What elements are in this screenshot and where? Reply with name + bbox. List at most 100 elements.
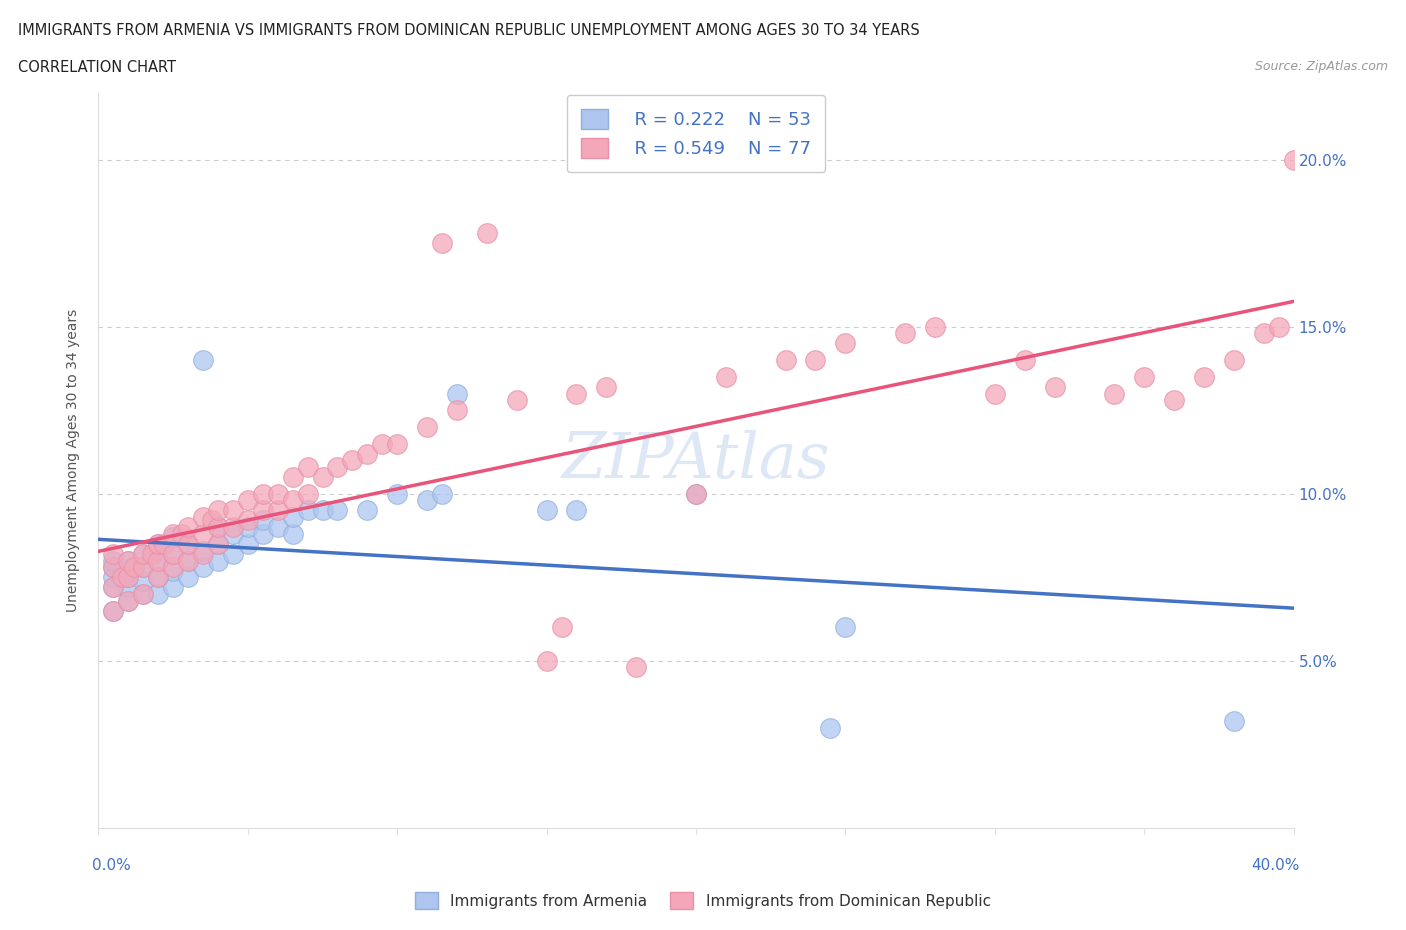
Point	[103, 560, 125, 575]
Point	[172, 526, 194, 541]
Point	[297, 486, 319, 501]
Point	[148, 570, 170, 585]
Point	[714, 369, 737, 384]
Point	[297, 459, 319, 474]
Point	[148, 587, 170, 602]
Point	[236, 537, 259, 551]
Point	[222, 520, 245, 535]
Point	[177, 537, 200, 551]
Point	[191, 543, 214, 558]
Point	[124, 560, 146, 575]
Point	[132, 547, 155, 562]
Point	[201, 513, 224, 528]
Point	[191, 510, 214, 525]
Point	[356, 446, 378, 461]
Point	[117, 553, 139, 568]
Text: ZIPAtlas: ZIPAtlas	[561, 430, 831, 491]
Point	[117, 579, 139, 594]
Point	[117, 593, 139, 608]
Point	[565, 503, 588, 518]
Point	[311, 503, 333, 518]
Point	[252, 503, 274, 518]
Point	[685, 486, 707, 501]
Point	[267, 486, 290, 501]
Point	[565, 386, 588, 401]
Point	[177, 537, 200, 551]
Point	[267, 503, 290, 518]
Point	[207, 520, 229, 535]
Text: 0.0%: 0.0%	[93, 858, 131, 873]
Point	[191, 352, 214, 367]
Point	[177, 553, 200, 568]
Text: Source: ZipAtlas.com: Source: ZipAtlas.com	[1254, 60, 1388, 73]
Point	[385, 436, 409, 451]
Point	[132, 560, 155, 575]
Point	[1043, 379, 1066, 394]
Point	[820, 720, 842, 735]
Point	[148, 553, 170, 568]
Point	[1223, 713, 1246, 728]
Point	[132, 547, 155, 562]
Point	[834, 336, 856, 351]
Point	[162, 564, 184, 578]
Point	[252, 486, 274, 501]
Point	[281, 493, 304, 508]
Point	[207, 537, 229, 551]
Point	[326, 459, 349, 474]
Point	[117, 593, 139, 608]
Point	[371, 436, 394, 451]
Point	[475, 226, 498, 241]
Point	[141, 547, 163, 562]
Point	[103, 604, 125, 618]
Y-axis label: Unemployment Among Ages 30 to 34 years: Unemployment Among Ages 30 to 34 years	[66, 309, 80, 612]
Point	[685, 486, 707, 501]
Point	[236, 520, 259, 535]
Point	[1253, 326, 1275, 341]
Point	[162, 526, 184, 541]
Point	[132, 573, 155, 588]
Point	[162, 547, 184, 562]
Point	[1282, 153, 1305, 167]
Point	[267, 520, 290, 535]
Point	[103, 560, 125, 575]
Point	[924, 319, 946, 334]
Point	[1267, 319, 1289, 334]
Point	[162, 547, 184, 562]
Point	[236, 513, 259, 528]
Point	[148, 553, 170, 568]
Point	[430, 236, 453, 251]
Point	[595, 379, 617, 394]
Text: CORRELATION CHART: CORRELATION CHART	[18, 60, 176, 75]
Point	[207, 503, 229, 518]
Point	[252, 526, 274, 541]
Legend: Immigrants from Armenia, Immigrants from Dominican Republic: Immigrants from Armenia, Immigrants from…	[409, 886, 997, 915]
Point	[117, 570, 139, 585]
Point	[446, 386, 468, 401]
Point	[207, 553, 229, 568]
Point	[103, 604, 125, 618]
Point	[416, 419, 439, 434]
Point	[326, 503, 349, 518]
Point	[222, 526, 245, 541]
Point	[506, 392, 529, 407]
Point	[103, 579, 125, 594]
Point	[297, 503, 319, 518]
Point	[1192, 369, 1215, 384]
Point	[207, 537, 229, 551]
Point	[1223, 352, 1246, 367]
Point	[222, 503, 245, 518]
Point	[550, 620, 572, 635]
Point	[191, 547, 214, 562]
Point	[153, 537, 176, 551]
Point	[162, 579, 184, 594]
Point	[177, 553, 200, 568]
Point	[281, 470, 304, 485]
Point	[236, 493, 259, 508]
Point	[1133, 369, 1156, 384]
Point	[132, 587, 155, 602]
Point	[252, 513, 274, 528]
Point	[103, 579, 125, 594]
Point	[385, 486, 409, 501]
Point	[117, 553, 139, 568]
Point	[148, 537, 170, 551]
